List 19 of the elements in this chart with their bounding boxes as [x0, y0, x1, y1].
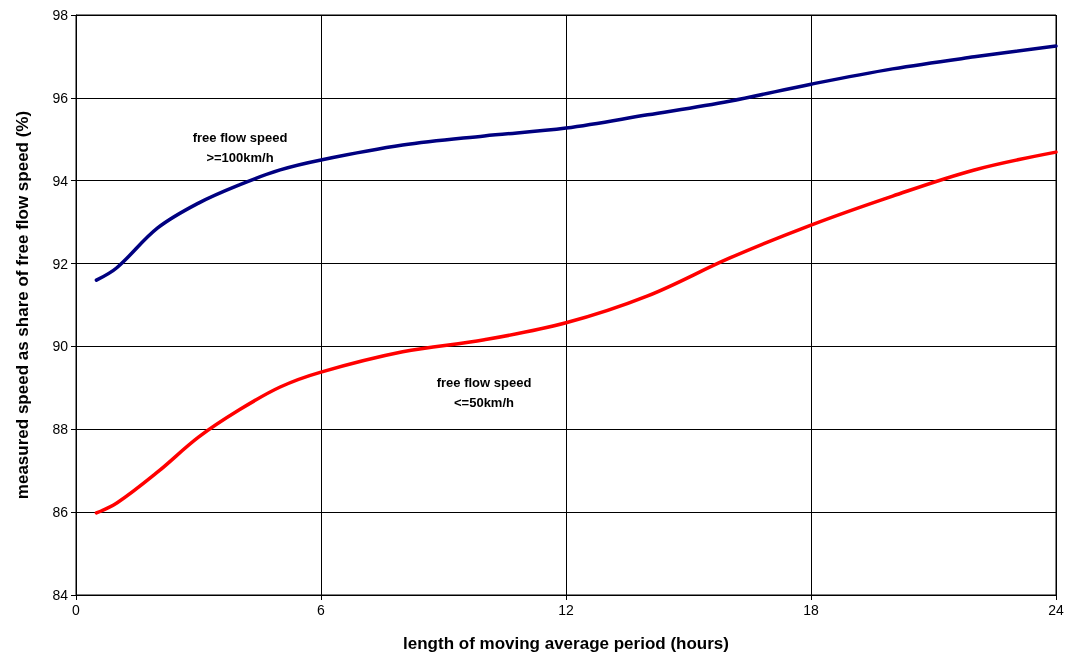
x-axis-title: length of moving average period (hours) — [403, 634, 729, 653]
annotation: free flow speed >=100km/h — [192, 129, 288, 165]
y-tick-label: 84 — [52, 587, 69, 603]
y-axis-title: measured speed as share of free flow speed (%) — [13, 110, 32, 500]
y-tick-label: 96 — [52, 89, 69, 106]
y-tick-label: 92 — [52, 255, 69, 272]
y-tick-label: 88 — [52, 421, 69, 438]
annotation: free flow speed <=50km/h — [436, 374, 532, 410]
y-tick-label: 94 — [52, 172, 69, 189]
line-series — [94, 44, 1058, 282]
x-tick-label: 12 — [558, 602, 574, 618]
x-tick-label: 0 — [72, 602, 81, 618]
x-tick-label: 6 — [317, 602, 326, 618]
y-tick-label: 86 — [52, 504, 69, 521]
y-tick-label: 98 — [52, 7, 69, 23]
x-tick-label: 24 — [1048, 602, 1064, 618]
line-series — [94, 150, 1058, 515]
x-tick-label: 18 — [803, 602, 819, 618]
y-tick-label: 90 — [52, 338, 69, 355]
